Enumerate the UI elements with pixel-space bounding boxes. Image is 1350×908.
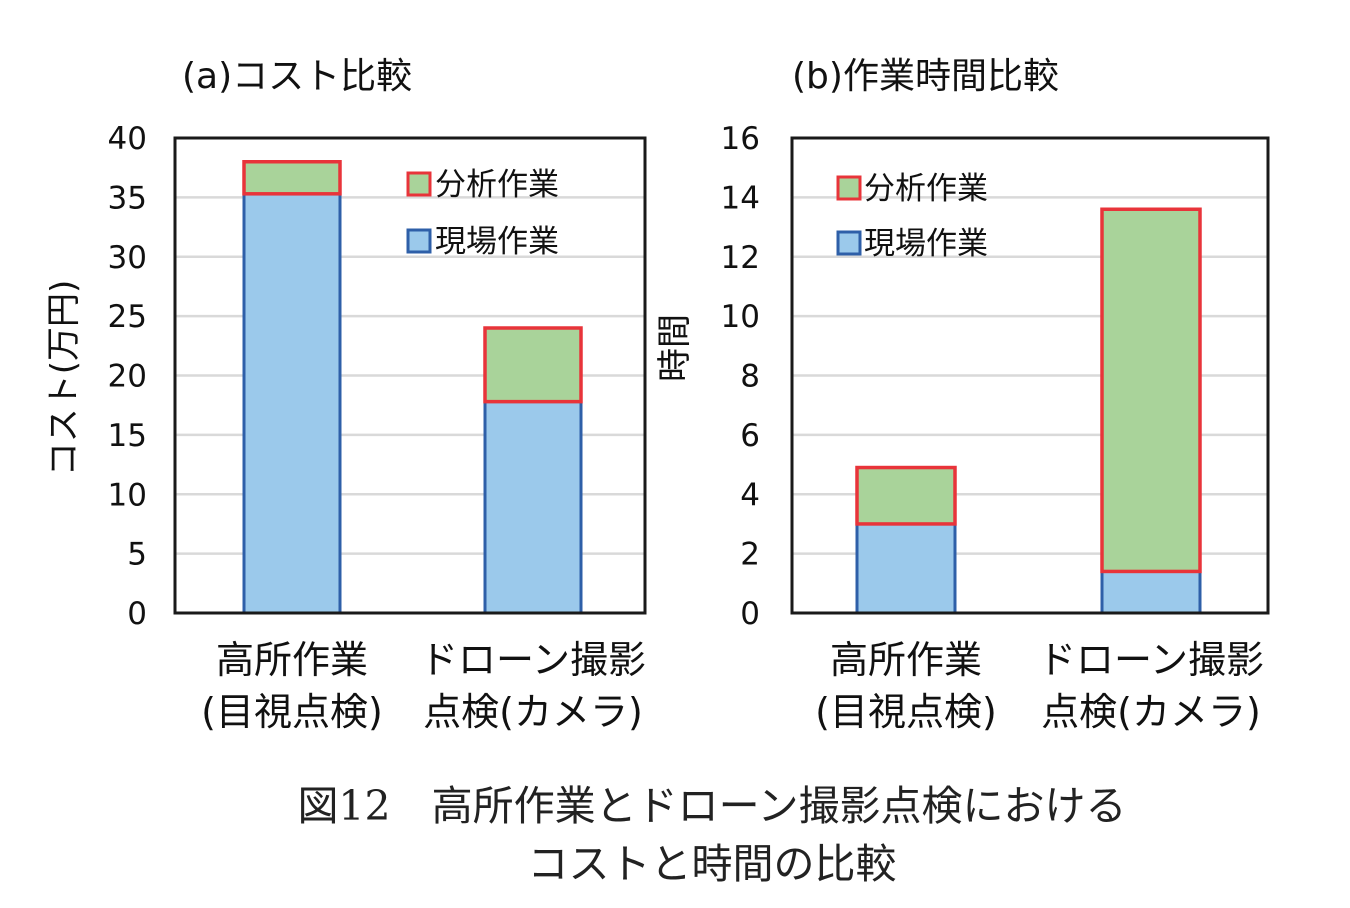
plot-frame — [173, 136, 647, 615]
chart-title: (a)コスト比較 — [182, 56, 412, 97]
y-tick-label: 2 — [740, 537, 760, 573]
y-tick-label: 10 — [721, 299, 760, 335]
y-tick-label: 40 — [108, 121, 147, 157]
bar-analysis-work — [1100, 207, 1202, 574]
y-tick-label: 6 — [740, 418, 760, 454]
y-tick-label: 16 — [721, 121, 760, 157]
y-tick-label: 12 — [721, 240, 760, 276]
plot-frame — [790, 136, 1270, 615]
x-category-label: 高所作業 — [216, 638, 368, 682]
bar-analysis-work — [855, 465, 957, 526]
legend-swatch-field-work — [836, 230, 862, 256]
legend-swatch-analysis-work — [406, 171, 432, 197]
y-tick-label: 0 — [127, 596, 147, 632]
chart-title: (b)作業時間比較 — [792, 56, 1059, 97]
y-axis-label: コスト(万円) — [44, 280, 84, 477]
bar-field-work — [855, 522, 957, 615]
y-tick-label: 8 — [740, 359, 760, 395]
x-category-label: (目視点検) — [815, 690, 997, 734]
y-tick-label: 5 — [127, 537, 147, 573]
legend-label: 分析作業 — [435, 167, 559, 203]
bar-analysis-work — [242, 160, 342, 196]
legend-swatch-field-work — [406, 228, 432, 254]
bar-field-work — [483, 400, 583, 615]
caption-line-1: 図12 高所作業とドローン撮影点検における — [297, 782, 1126, 830]
chart-cost-comparison: 0 5 10 15 20 25 30 35 40 高所作業 (目視点検) ドローン撮影点検(カメラ) (… — [44, 56, 647, 734]
bar-analysis-work — [483, 326, 583, 404]
x-category-label: (目視点検) — [201, 690, 383, 734]
x-category-label: 点検(カメラ) — [423, 690, 643, 734]
y-tick-label: 0 — [740, 596, 760, 632]
legend-label: 現場作業 — [435, 224, 559, 260]
y-tick-label: 35 — [108, 180, 147, 216]
y-tick-label: 25 — [108, 299, 147, 335]
legend-swatch-analysis-work — [836, 175, 862, 201]
x-category-label: ドローン撮影 — [420, 638, 646, 682]
y-tick-label: 10 — [108, 477, 147, 513]
y-axis-label: 時間 — [655, 314, 695, 382]
x-category-label: 高所作業 — [830, 638, 982, 682]
y-tick-label: 20 — [108, 359, 147, 395]
y-tick-label: 4 — [740, 477, 760, 513]
caption-line-2: コストと時間の比較 — [528, 840, 897, 888]
legend-label: 分析作業 — [864, 171, 988, 207]
bar-field-work — [242, 192, 342, 615]
chart-time-comparison: 0 2 4 6 8 10 12 14 16 高所作業 (目視点検) ドローン撮影点検(カメラ) (b)作… — [655, 56, 1270, 734]
y-tick-label: 15 — [108, 418, 147, 454]
legend-label: 現場作業 — [864, 226, 988, 262]
y-tick-label: 30 — [108, 240, 147, 276]
x-category-label: 点検(カメラ) — [1041, 690, 1261, 734]
bar-field-work — [1100, 569, 1202, 615]
x-category-label: ドローン撮影 — [1038, 638, 1264, 682]
y-tick-label: 14 — [721, 180, 760, 216]
